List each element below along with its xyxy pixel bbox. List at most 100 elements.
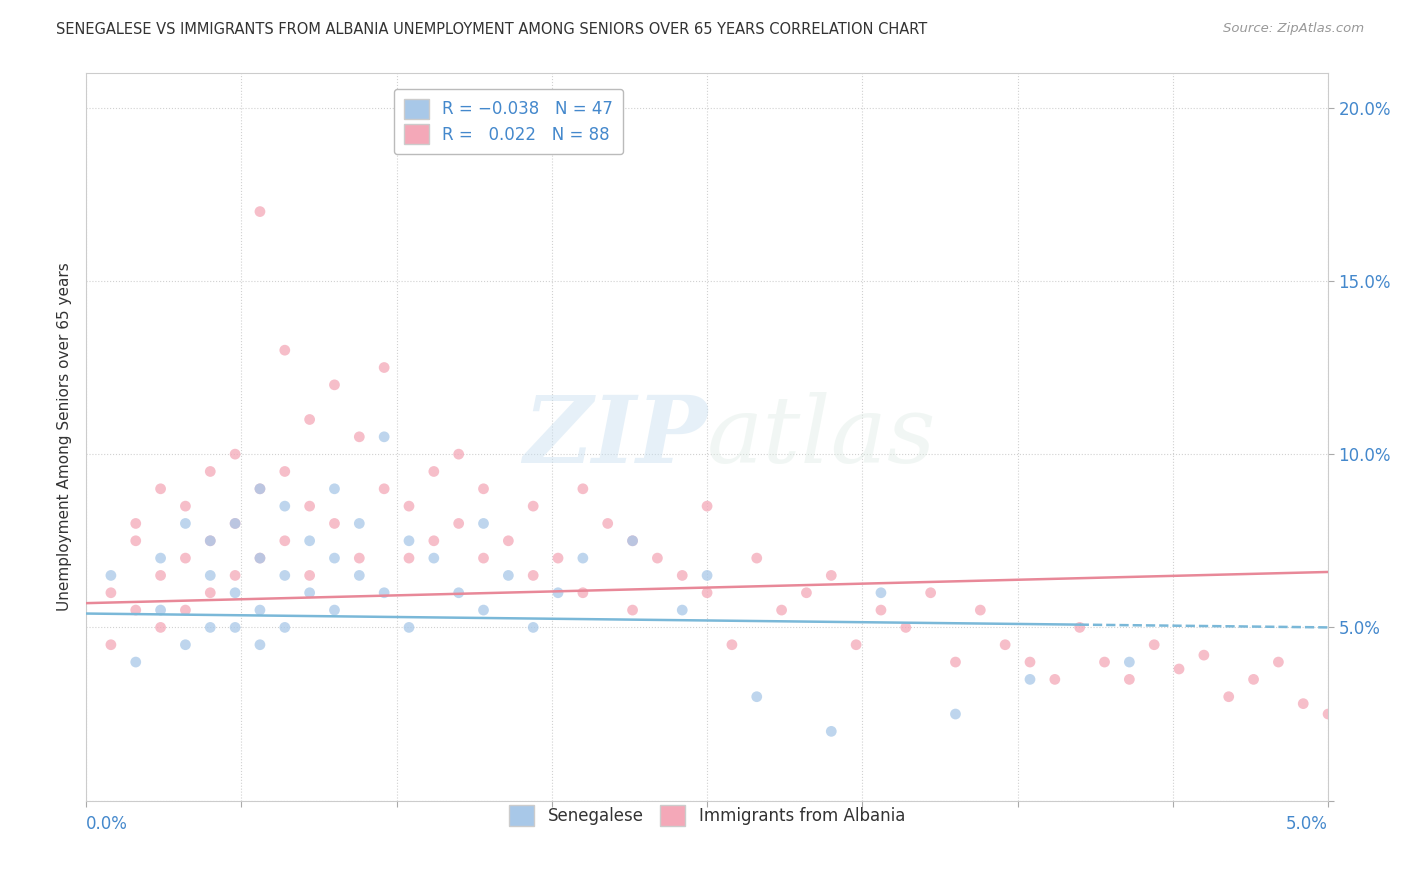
- Point: [1267, 655, 1289, 669]
- Point: [200, 586, 222, 600]
- Point: [969, 603, 991, 617]
- Point: [100, 568, 122, 582]
- Point: [224, 568, 246, 582]
- Point: [1192, 648, 1215, 662]
- Point: [224, 586, 246, 600]
- Point: [498, 533, 520, 548]
- Point: [100, 586, 122, 600]
- Point: [447, 586, 470, 600]
- Text: 5.0%: 5.0%: [1286, 815, 1329, 833]
- Point: [423, 465, 446, 479]
- Point: [149, 551, 172, 566]
- Point: [274, 620, 297, 634]
- Point: [149, 568, 172, 582]
- Point: [200, 620, 222, 634]
- Point: [200, 533, 222, 548]
- Point: [820, 568, 842, 582]
- Point: [398, 551, 420, 566]
- Point: [249, 603, 271, 617]
- Point: [1143, 638, 1166, 652]
- Point: [274, 343, 297, 358]
- Point: [125, 516, 148, 531]
- Point: [323, 482, 346, 496]
- Point: [349, 516, 371, 531]
- Text: SENEGALESE VS IMMIGRANTS FROM ALBANIA UNEMPLOYMENT AMONG SENIORS OVER 65 YEARS C: SENEGALESE VS IMMIGRANTS FROM ALBANIA UN…: [56, 22, 928, 37]
- Point: [200, 568, 222, 582]
- Point: [870, 586, 893, 600]
- Point: [820, 724, 842, 739]
- Point: [721, 638, 744, 652]
- Point: [249, 638, 271, 652]
- Point: [472, 516, 495, 531]
- Point: [696, 586, 718, 600]
- Point: [1218, 690, 1240, 704]
- Point: [1292, 697, 1315, 711]
- Point: [200, 533, 222, 548]
- Point: [770, 603, 793, 617]
- Point: [349, 430, 371, 444]
- Point: [174, 499, 197, 513]
- Point: [174, 638, 197, 652]
- Point: [472, 482, 495, 496]
- Point: [945, 655, 967, 669]
- Point: [572, 482, 595, 496]
- Point: [274, 568, 297, 582]
- Point: [249, 482, 271, 496]
- Point: [1118, 673, 1140, 687]
- Point: [423, 533, 446, 548]
- Point: [447, 516, 470, 531]
- Point: [373, 482, 395, 496]
- Point: [845, 638, 868, 652]
- Point: [920, 586, 942, 600]
- Point: [1094, 655, 1116, 669]
- Point: [274, 533, 297, 548]
- Point: [596, 516, 619, 531]
- Point: [621, 533, 644, 548]
- Text: 0.0%: 0.0%: [86, 815, 128, 833]
- Point: [224, 516, 246, 531]
- Point: [200, 465, 222, 479]
- Point: [1243, 673, 1265, 687]
- Point: [745, 690, 768, 704]
- Point: [249, 204, 271, 219]
- Point: [224, 620, 246, 634]
- Point: [1069, 620, 1091, 634]
- Y-axis label: Unemployment Among Seniors over 65 years: Unemployment Among Seniors over 65 years: [58, 262, 72, 611]
- Point: [349, 568, 371, 582]
- Point: [298, 586, 321, 600]
- Point: [398, 499, 420, 513]
- Point: [472, 603, 495, 617]
- Point: [174, 551, 197, 566]
- Point: [373, 430, 395, 444]
- Point: [994, 638, 1017, 652]
- Point: [174, 603, 197, 617]
- Point: [572, 551, 595, 566]
- Point: [323, 377, 346, 392]
- Point: [149, 603, 172, 617]
- Point: [870, 603, 893, 617]
- Point: [249, 551, 271, 566]
- Point: [1118, 655, 1140, 669]
- Point: [522, 499, 544, 513]
- Text: Source: ZipAtlas.com: Source: ZipAtlas.com: [1223, 22, 1364, 36]
- Point: [224, 447, 246, 461]
- Point: [1168, 662, 1191, 676]
- Point: [745, 551, 768, 566]
- Point: [125, 603, 148, 617]
- Point: [323, 551, 346, 566]
- Point: [894, 620, 917, 634]
- Point: [298, 499, 321, 513]
- Point: [323, 516, 346, 531]
- Text: ZIP: ZIP: [523, 392, 707, 482]
- Point: [522, 620, 544, 634]
- Point: [572, 586, 595, 600]
- Text: atlas: atlas: [707, 392, 936, 482]
- Point: [621, 603, 644, 617]
- Point: [696, 568, 718, 582]
- Point: [647, 551, 669, 566]
- Point: [671, 568, 693, 582]
- Point: [298, 412, 321, 426]
- Point: [149, 482, 172, 496]
- Point: [373, 360, 395, 375]
- Point: [671, 603, 693, 617]
